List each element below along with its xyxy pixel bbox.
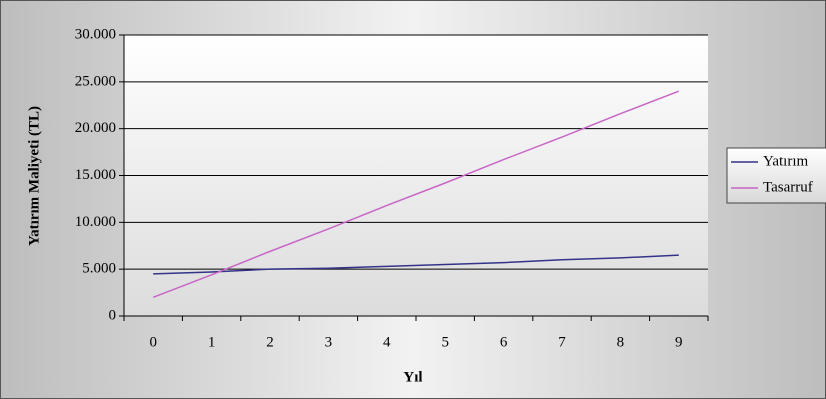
y-axis-title: Yatırım Maliyeti (TL): [26, 106, 42, 246]
legend: [726, 147, 826, 204]
series-line: [152, 90, 680, 298]
y-tick-label: 0: [109, 307, 117, 323]
y-tick-label: 10.000: [75, 214, 116, 230]
y-tick-label: 25.000: [75, 73, 116, 89]
legend-label: Tasarruf: [763, 179, 813, 195]
x-tick-label: 8: [617, 334, 625, 350]
x-tick-label: 1: [208, 334, 216, 350]
y-tick-label: 30.000: [75, 26, 116, 42]
x-tick-label: 9: [675, 334, 683, 350]
x-tick-label: 2: [266, 334, 274, 350]
x-axis-title: Yıl: [403, 369, 422, 385]
y-tick-label: 5.000: [82, 261, 116, 277]
x-tick-label: 3: [325, 334, 333, 350]
legend-label: Yatırım: [763, 153, 808, 169]
series-line: [153, 254, 679, 275]
y-tick-label: 15.000: [75, 167, 116, 183]
x-tick-label: 4: [383, 334, 391, 350]
y-tick-label: 20.000: [75, 120, 116, 136]
x-tick-label: 7: [558, 334, 566, 350]
x-tick-label: 5: [441, 334, 449, 350]
x-tick-label: 6: [500, 334, 508, 350]
x-tick-label: 0: [149, 334, 157, 350]
